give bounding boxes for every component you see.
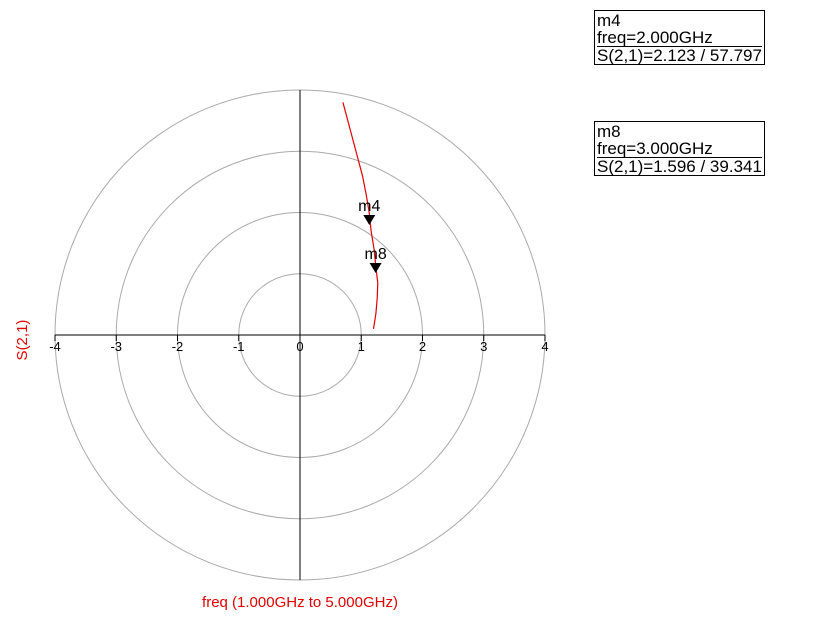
tick-label--2: -2	[172, 339, 184, 354]
marker-m8-name: m8	[597, 122, 621, 141]
tick-label--1: -1	[233, 339, 245, 354]
marker-m8-triangle	[369, 263, 382, 274]
marker-m4-readout: m4 freq=2.000GHz S(2,1)=2.123 / 57.797	[594, 10, 765, 65]
marker-m4-freq: freq=2.000GHz	[597, 28, 713, 47]
marker-m4-value: S(2,1)=2.123 / 57.797	[597, 46, 762, 65]
marker-m8-freq: freq=3.000GHz	[597, 139, 713, 158]
marker-m8-readout: m8 freq=3.000GHz S(2,1)=1.596 / 39.341	[594, 121, 765, 176]
tick-label-3: 3	[480, 339, 487, 354]
tick-label-0: 0	[296, 339, 303, 354]
marker-m8-value: S(2,1)=1.596 / 39.341	[597, 157, 762, 176]
tick-label-4: 4	[541, 339, 548, 354]
x-axis-label: freq (1.000GHz to 5.000GHz)	[202, 594, 398, 611]
tick-label--3: -3	[110, 339, 122, 354]
tick-label-1: 1	[358, 339, 365, 354]
tick-label-2: 2	[419, 339, 426, 354]
y-axis-label: S(2,1)	[14, 319, 31, 361]
marker-m4-label: m4	[358, 198, 380, 215]
marker-m4-name: m4	[597, 11, 621, 30]
marker-m8-label: m8	[364, 246, 386, 263]
marker-m4-triangle	[363, 214, 376, 225]
tick-label--4: -4	[49, 339, 61, 354]
